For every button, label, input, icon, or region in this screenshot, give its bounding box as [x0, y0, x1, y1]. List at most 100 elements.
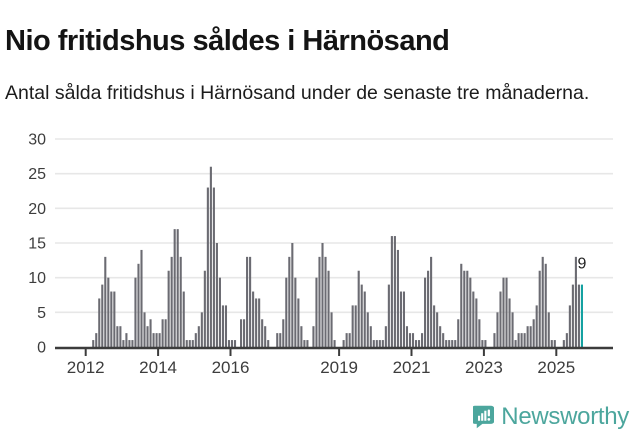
bar-2024-01 [520, 333, 523, 347]
bar-2016-01 [230, 340, 234, 347]
bar-2013-02 [125, 333, 128, 347]
newsworthy-bubble-chart-icon [473, 405, 495, 429]
bar-2024-02 [523, 333, 526, 347]
x-tick-label-2014: 2014 [139, 358, 177, 377]
bar-2014-10 [185, 340, 188, 347]
newsworthy-logo-text: Newsworthy [501, 403, 629, 430]
bar-2022-06 [463, 270, 466, 347]
bar-2013-01 [122, 340, 125, 347]
y-tick-label-25: 25 [28, 166, 46, 183]
bar-2018-04 [312, 326, 315, 347]
bar-2021-01 [411, 333, 415, 347]
bar-2012-10 [113, 291, 116, 347]
bar-2017-11 [297, 298, 300, 347]
x-tick-label-2019: 2019 [320, 358, 358, 377]
bar-2016-10 [258, 298, 261, 347]
bar-2020-05 [387, 284, 390, 347]
bar-2021-09 [436, 312, 439, 347]
bar-2016-11 [261, 319, 264, 347]
bar-2022-12 [481, 340, 484, 347]
bar-2024-03 [526, 326, 529, 347]
bar-2019-03 [345, 333, 348, 347]
bar-2024-12 [553, 340, 556, 347]
bar-2020-11 [405, 326, 409, 347]
bar-2012-12 [119, 326, 122, 347]
bar-2016-04 [240, 319, 243, 347]
bar-2021-07 [430, 256, 433, 347]
bar-2024-10 [547, 312, 550, 347]
bar-2015-10 [221, 305, 225, 347]
bar-2013-10 [149, 319, 152, 347]
page-title: Nio fritidshus såldes i Härnösand [5, 25, 450, 58]
bar-2015-02 [197, 326, 200, 347]
bar-2014-02 [161, 319, 164, 347]
bar-2022-11 [478, 319, 481, 347]
bar-2012-06 [101, 284, 104, 347]
bar-2024-05 [532, 319, 535, 347]
x-tick-label-2023: 2023 [465, 358, 503, 377]
bar-2023-10 [511, 312, 514, 347]
bar-2024-11 [550, 340, 553, 347]
bar-2021-05 [424, 277, 427, 347]
bar-2014-09 [182, 291, 185, 347]
bar-2022-02 [451, 340, 454, 347]
x-tick-label-2025: 2025 [537, 358, 575, 377]
bar-2014-11 [188, 340, 191, 347]
bar-2015-03 [200, 312, 203, 347]
bar-2019-02 [342, 340, 345, 347]
bar-2012-09 [110, 291, 113, 347]
bar-2022-07 [466, 270, 469, 347]
y-tick-label-10: 10 [28, 270, 46, 287]
bar-2024-07 [538, 270, 541, 347]
bar-2023-12 [517, 333, 520, 347]
bar-2015-04 [203, 270, 206, 347]
bar-2018-01 [303, 340, 306, 347]
bar-2014-08 [179, 256, 182, 347]
y-tick-label-15: 15 [28, 236, 46, 253]
bar-2025-04 [565, 333, 568, 347]
newsworthy-logo: Newsworthy [473, 398, 629, 436]
highlighted-bar-2025-09 [580, 284, 583, 347]
bar-2020-10 [402, 291, 406, 347]
bar-2022-01 [448, 340, 451, 347]
bar-2023-04 [493, 333, 496, 347]
bar-2019-05 [351, 305, 354, 347]
bar-2015-09 [218, 277, 221, 347]
bar-2017-04 [276, 333, 279, 347]
bar-2019-08 [360, 284, 363, 347]
chart-subtitle: Antal sålda fritidshus i Härnösand under… [5, 81, 590, 104]
bar-2020-06 [390, 236, 393, 347]
bar-2016-08 [252, 291, 255, 347]
bar-2025-06 [571, 284, 574, 347]
bar-2018-09 [327, 270, 330, 347]
bar-2024-09 [544, 263, 547, 347]
bar-2021-06 [427, 270, 430, 347]
bar-2022-05 [460, 263, 463, 347]
bar-2017-09 [291, 243, 294, 347]
x-tick-label-2012: 2012 [67, 358, 105, 377]
bar-2023-11 [514, 340, 517, 347]
bar-2023-05 [496, 312, 499, 347]
bar-2017-10 [294, 277, 297, 347]
bar-2024-06 [535, 305, 538, 347]
bar-2013-07 [140, 249, 143, 347]
bar-2022-10 [475, 298, 478, 347]
bar-2019-06 [354, 305, 357, 347]
bar-2012-05 [98, 298, 101, 347]
bar-2021-03 [417, 340, 421, 347]
bar-2015-08 [215, 243, 218, 347]
bar-2013-11 [152, 333, 155, 347]
bar-2015-11 [224, 305, 228, 347]
bar-2016-09 [255, 298, 258, 347]
bar-2020-08 [396, 249, 399, 347]
bar-2012-03 [92, 340, 95, 347]
bar-2015-06 [209, 166, 212, 347]
bar-2025-03 [562, 340, 565, 347]
bar-2018-06 [318, 256, 321, 347]
bar-2019-12 [372, 340, 375, 347]
bar-2020-07 [393, 236, 396, 347]
bar-2022-04 [457, 319, 460, 347]
bar-2022-09 [472, 291, 475, 347]
bar-2022-08 [469, 277, 472, 347]
bar-2020-03 [381, 340, 384, 347]
